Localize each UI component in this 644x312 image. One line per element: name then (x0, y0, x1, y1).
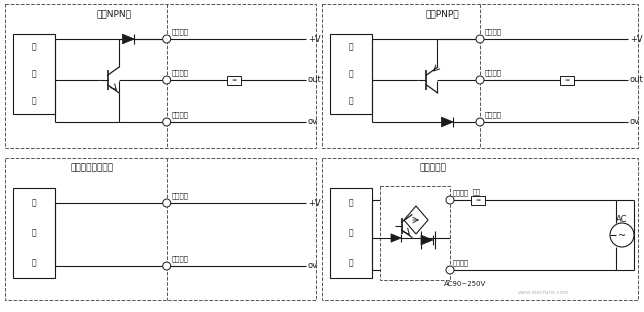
Text: 主: 主 (348, 43, 354, 52)
Bar (13, 188, 55, 278)
Text: +V: +V (308, 35, 321, 43)
Text: ≈: ≈ (475, 197, 480, 202)
Text: 路: 路 (348, 96, 354, 105)
Text: 电: 电 (32, 228, 36, 237)
Text: AC: AC (616, 215, 628, 223)
Polygon shape (421, 235, 433, 245)
Bar (227, 76, 241, 85)
Text: 路: 路 (32, 259, 36, 267)
Polygon shape (391, 234, 401, 242)
Text: out: out (630, 76, 644, 85)
Bar (330, 188, 372, 278)
Circle shape (476, 76, 484, 84)
Text: out: out (308, 76, 322, 85)
Polygon shape (122, 34, 135, 44)
Circle shape (163, 35, 171, 43)
Text: 电: 电 (32, 70, 36, 79)
Circle shape (446, 266, 454, 274)
Text: 红（棕）: 红（棕） (172, 29, 189, 35)
Text: 电: 电 (348, 228, 354, 237)
Bar (330, 34, 372, 114)
Text: AC90~250V: AC90~250V (444, 281, 486, 287)
Circle shape (163, 262, 171, 270)
Text: 交流二线型: 交流二线型 (419, 163, 446, 173)
Text: www.elecfans.com: www.elecfans.com (517, 290, 569, 295)
Text: ≈: ≈ (231, 77, 236, 82)
Circle shape (476, 35, 484, 43)
Text: 蓝（蓝）: 蓝（蓝） (172, 256, 189, 262)
Text: 蓝（蓝）: 蓝（蓝） (172, 112, 189, 118)
Text: 主: 主 (32, 43, 36, 52)
Text: 蓝（蓝）: 蓝（蓝） (485, 112, 502, 118)
Bar (560, 76, 574, 85)
Circle shape (446, 196, 454, 204)
Text: 黄（黑）: 黄（黑） (172, 70, 189, 76)
Circle shape (163, 199, 171, 207)
Bar (471, 196, 485, 204)
Circle shape (163, 118, 171, 126)
Text: ov: ov (630, 118, 640, 126)
Circle shape (476, 118, 484, 126)
Text: 黄（黑）: 黄（黑） (485, 70, 502, 76)
Text: 直流PNP型: 直流PNP型 (425, 9, 459, 18)
Text: ≈: ≈ (564, 77, 569, 82)
Text: 路: 路 (32, 96, 36, 105)
Text: 直流对射式发射器: 直流对射式发射器 (71, 163, 113, 173)
Text: 红（棕）: 红（棕） (485, 29, 502, 35)
Text: 电: 电 (348, 70, 354, 79)
Text: 红（棕）: 红（棕） (172, 193, 189, 199)
Text: 红（棕）: 红（棕） (453, 190, 469, 196)
Text: 路: 路 (348, 259, 354, 267)
Text: 主: 主 (348, 198, 354, 207)
Bar (13, 34, 55, 114)
Text: ~: ~ (618, 231, 626, 241)
Text: 负载: 负载 (473, 189, 481, 195)
Text: +V: +V (630, 35, 643, 43)
Text: 主: 主 (32, 198, 36, 207)
Text: ov: ov (308, 118, 318, 126)
Polygon shape (441, 117, 453, 127)
Text: 直流NPN型: 直流NPN型 (97, 9, 131, 18)
Circle shape (163, 76, 171, 84)
Text: +V: +V (308, 198, 321, 207)
Text: ov: ov (308, 261, 318, 271)
Text: 蓝（蓝）: 蓝（蓝） (453, 260, 469, 266)
